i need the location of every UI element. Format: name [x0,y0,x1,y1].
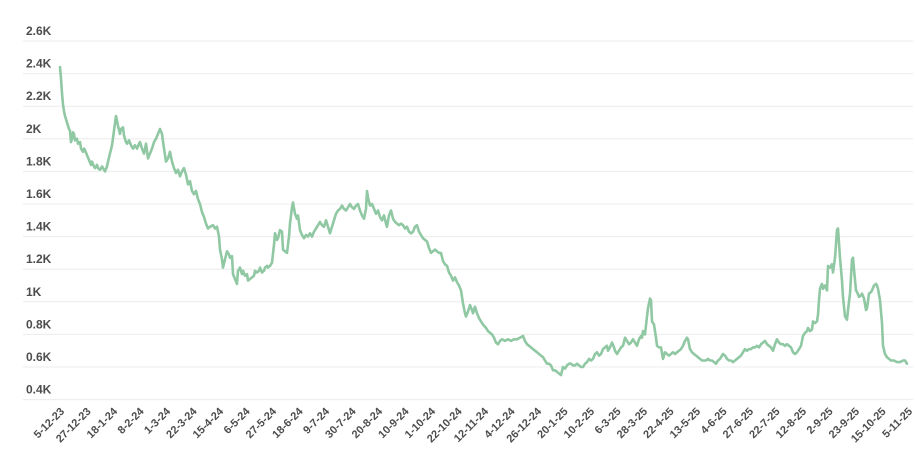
y-axis-tick-label: 1.4K [26,220,52,234]
y-axis-tick-label: 0.6K [26,350,52,364]
series-line [58,65,909,377]
x-axis-tick-label: 15-4-24 [191,405,227,441]
y-axis-tick-label: 1K [26,285,42,299]
y-axis-tick-label: 2.2K [26,89,52,103]
y-axis-tick-label: 0.8K [26,317,52,331]
x-axis-tick-label: 18-6-24 [270,405,306,441]
x-axis-tick-label: 18-1-24 [85,405,121,441]
y-axis-tick-label: 0.4K [26,383,52,397]
y-axis-tick-label: 2.6K [26,24,52,38]
y-axis-tick-label: 1.2K [26,252,52,266]
y-axis-tick-label: 2.4K [26,57,52,71]
y-axis-tick-label: 2K [26,122,42,136]
x-axis-tick-label: 5-11-25 [880,406,915,441]
y-axis-tick-label: 1.6K [26,187,52,201]
y-axis-tick-label: 1.8K [26,154,52,168]
x-axis-tick-label: 8-2-24 [116,405,148,437]
